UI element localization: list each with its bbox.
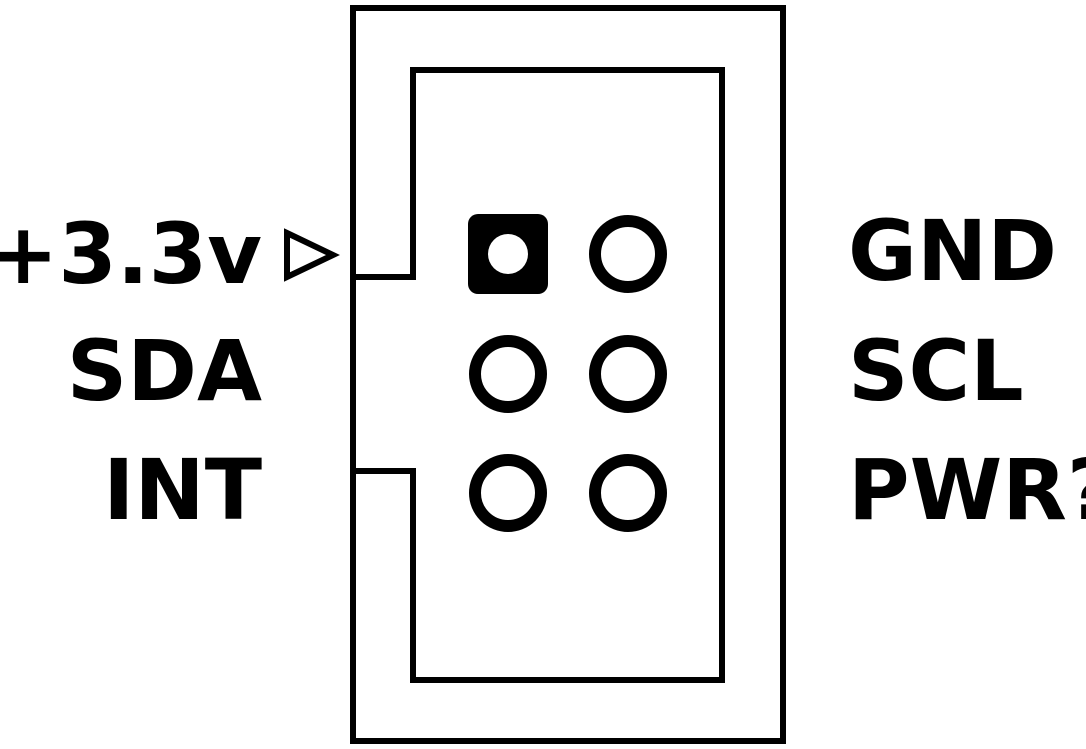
- left-label-pin-5: INT: [103, 441, 262, 539]
- left-label-pin-1: +3.3v: [0, 205, 262, 303]
- right-label-pin-6: PWR?: [848, 441, 1086, 539]
- pad-pin-1-hole: [488, 234, 528, 274]
- pad-pin-2: [589, 215, 667, 293]
- connector-outer-body: [350, 5, 786, 744]
- connector-inner-shroud: [350, 67, 725, 683]
- pad-pin-6: [589, 454, 667, 532]
- pad-pin-4: [589, 335, 667, 413]
- pin1-indicator-triangle-icon: [284, 228, 340, 282]
- right-label-pin-2: GND: [848, 202, 1057, 300]
- pad-pin-5: [469, 454, 547, 532]
- left-label-pin-3: SDA: [67, 322, 262, 420]
- right-label-pin-4: SCL: [848, 322, 1024, 420]
- pad-pin-3: [469, 335, 547, 413]
